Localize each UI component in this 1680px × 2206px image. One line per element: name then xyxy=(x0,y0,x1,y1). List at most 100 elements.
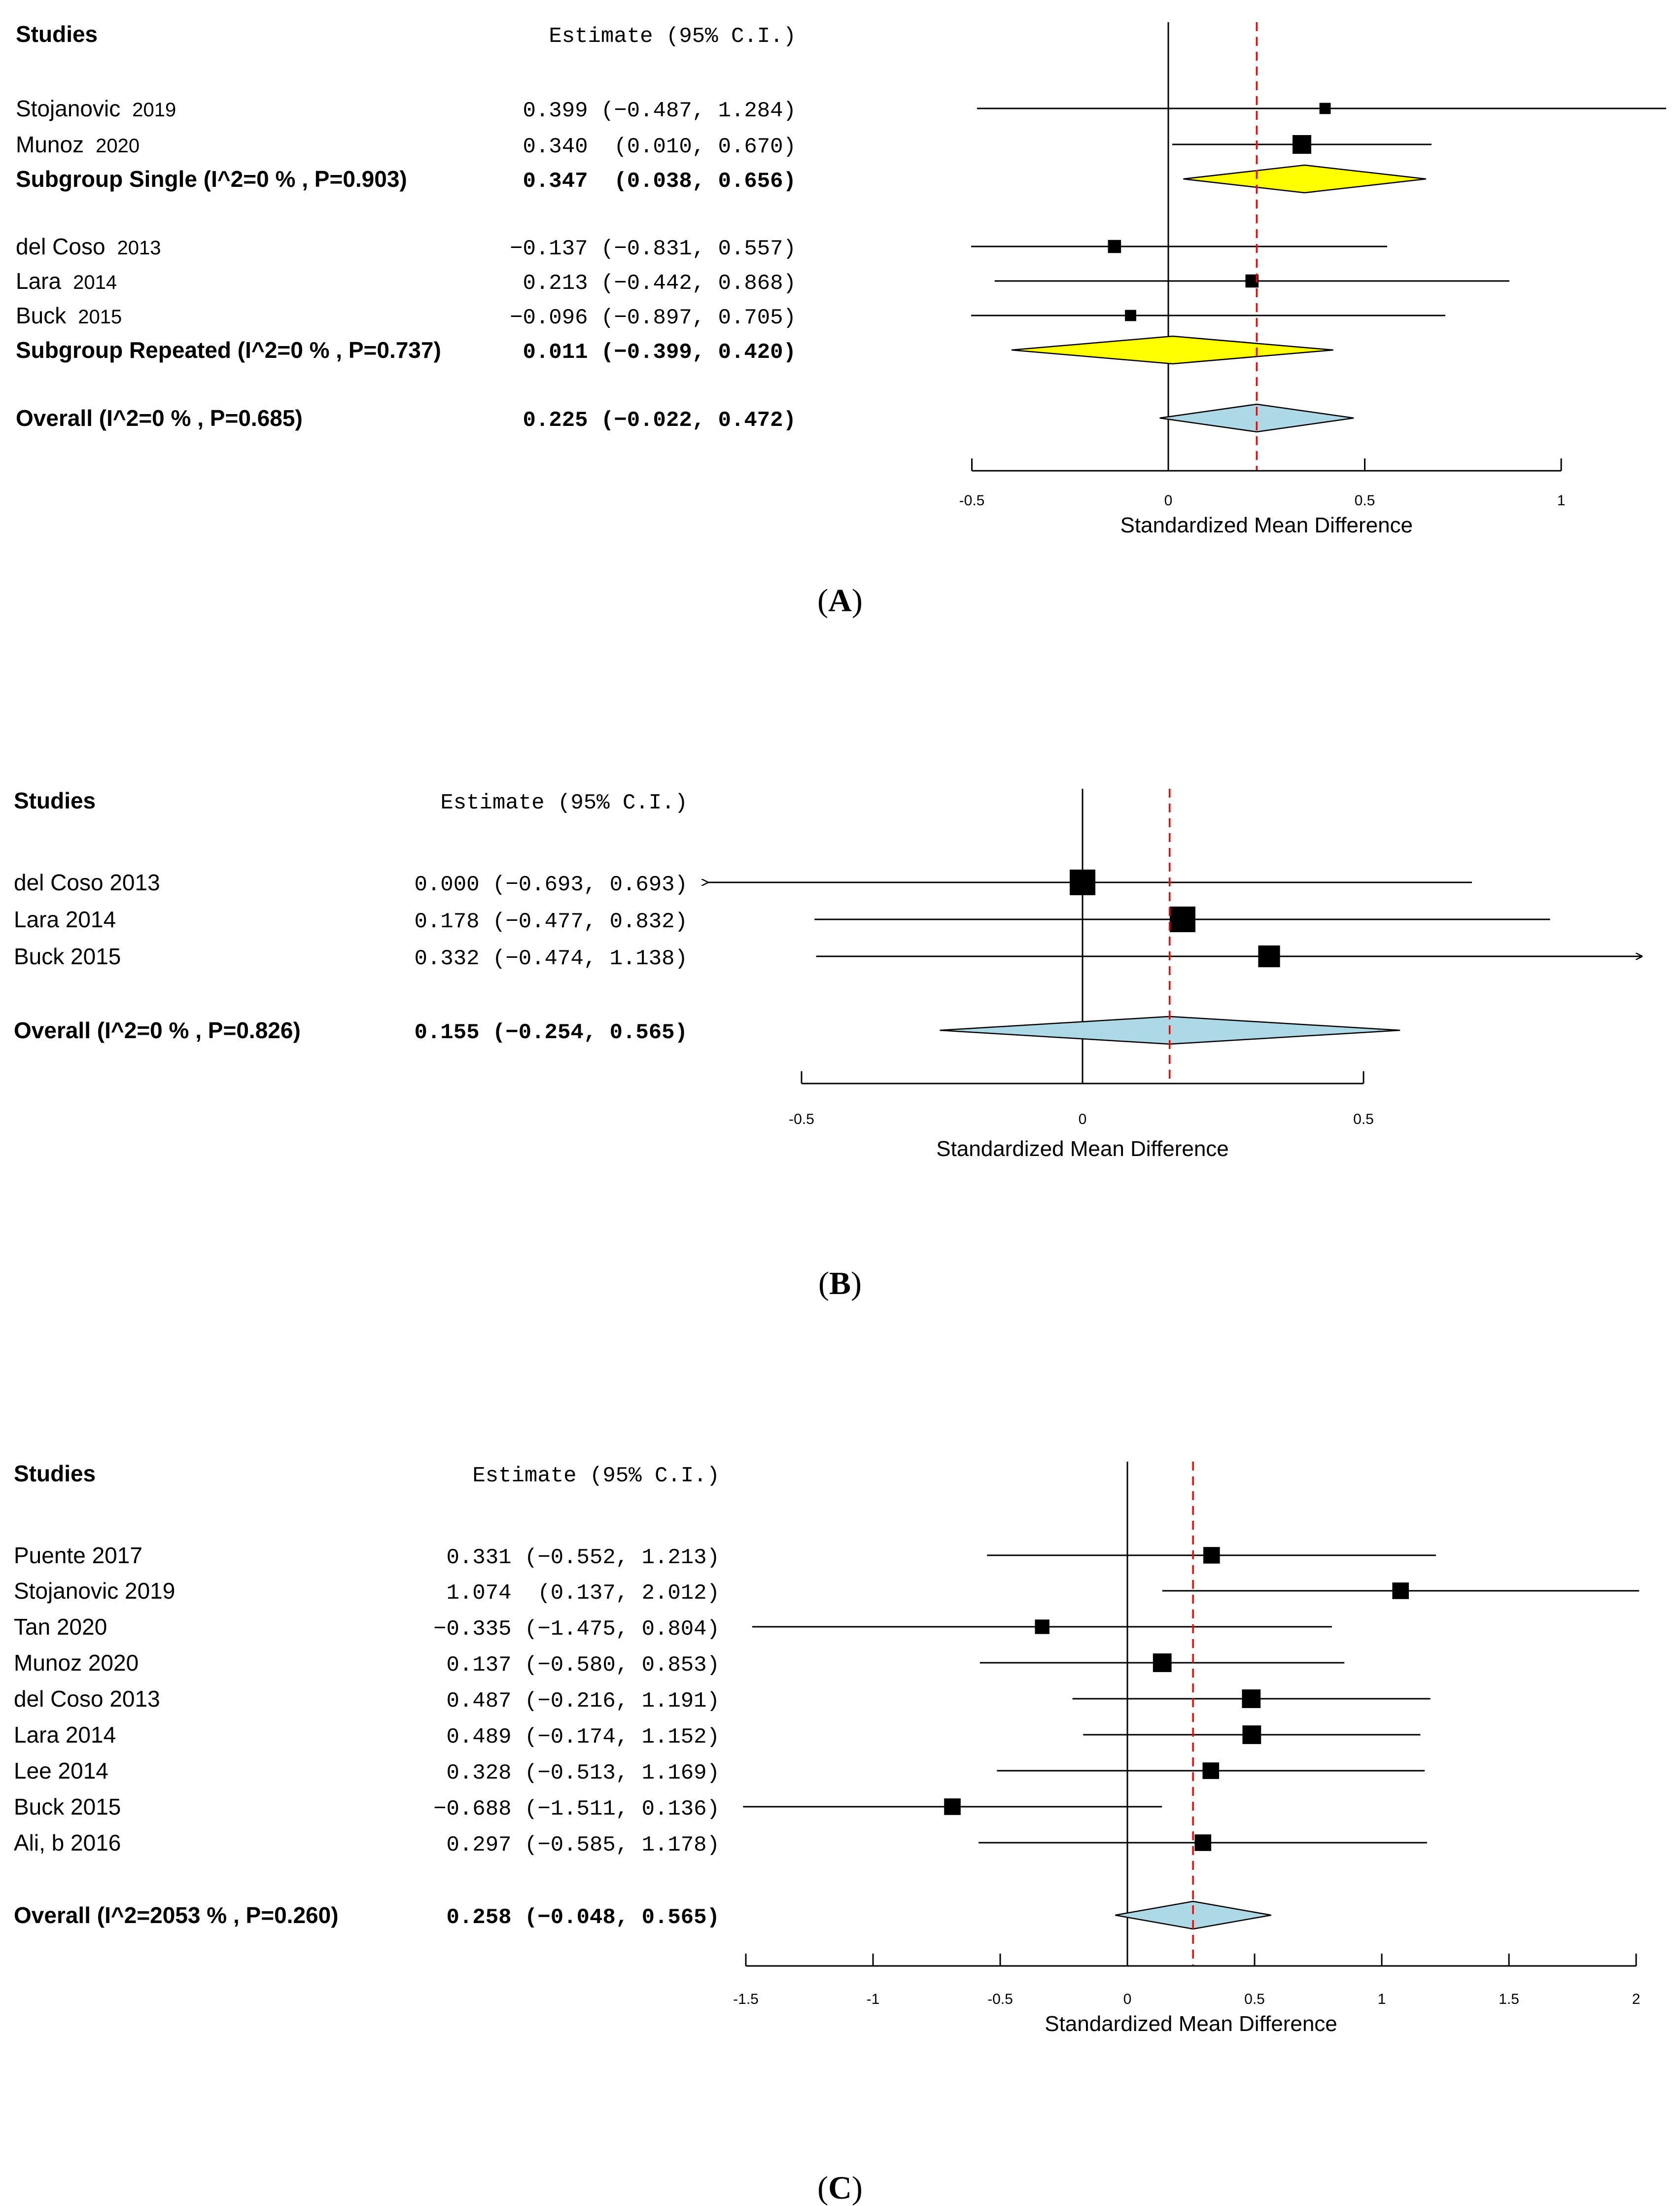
study-estimate: 0.297 (−0.585, 1.178) xyxy=(447,1833,720,1857)
summary-row: Overall (I^2=0 % , P=0.685) 0.225 (−0.022… xyxy=(16,403,1354,433)
summary-name: Overall (I^2=0 % , P=0.826) xyxy=(14,1017,301,1043)
forest-panel-b: Studies Estimate (95% C.I.) del Coso 2013 0… xyxy=(14,788,1642,1301)
summary-name: Subgroup Repeated (I^2=0 % , P=0.737) xyxy=(16,337,441,363)
study-name: Ali, b 2016 xyxy=(14,1830,121,1856)
forest-panel-c: Studies Estimate (95% C.I.) Puente 2017 0.3… xyxy=(14,1461,1640,2206)
summary-row: Overall (I^2=0 % , P=0.826) 0.155 (−0.254… xyxy=(14,1015,1400,1045)
study-estimate: 0.489 (−0.174, 1.152) xyxy=(447,1725,720,1750)
point-estimate-marker xyxy=(1242,1725,1261,1744)
point-estimate-marker xyxy=(1202,1762,1220,1779)
study-row: Munoz 2020 0.137 (−0.580, 0.853) xyxy=(14,1650,1345,1678)
study-name: del Coso 2013 xyxy=(14,870,160,895)
study-name: del Coso 2013 xyxy=(16,234,161,259)
study-row: Lara 2014 0.178 (−0.477, 0.832) xyxy=(14,907,1550,934)
panel-label-part: ) xyxy=(851,1265,862,1301)
x-axis-label: Standardized Mean Difference xyxy=(1045,2012,1337,2036)
study-row: Puente 2017 0.331 (−0.552, 1.213) xyxy=(14,1542,1436,1570)
study-name: Puente 2017 xyxy=(14,1542,142,1568)
panel-label-part: ( xyxy=(817,2170,828,2206)
panel-label-part: ) xyxy=(852,2170,863,2206)
study-estimate: 0.000 (−0.693, 0.693) xyxy=(415,873,688,897)
study-row: Stojanovic 2019 0.399 (−0.487, 1.284) xyxy=(16,96,1666,123)
study-row: Buck 2015 −0.096 (−0.897, 0.705) xyxy=(16,303,1445,330)
study-year: 2015 xyxy=(78,306,122,328)
study-estimate: 0.213 (−0.442, 0.868) xyxy=(523,271,797,296)
study-row: del Coso 2013 0.487 (−0.216, 1.191) xyxy=(14,1686,1431,1714)
point-estimate-marker xyxy=(944,1798,961,1815)
study-name: Stojanovic 2019 xyxy=(16,96,176,121)
study-name: Lara 2014 xyxy=(14,1722,116,1748)
forest-panel-a: Studies Estimate (95% C.I.) Stojanovic 2019… xyxy=(16,21,1666,619)
point-estimate-marker xyxy=(1070,870,1095,895)
study-row: del Coso 2013 −0.137 (−0.831, 0.557) xyxy=(16,234,1387,261)
point-estimate-marker xyxy=(1203,1547,1220,1564)
x-tick-label: -1 xyxy=(867,1991,880,2007)
point-estimate-marker xyxy=(1258,945,1280,968)
study-name: Stojanovic 2019 xyxy=(14,1578,175,1604)
summary-estimate: 0.225 (−0.022, 0.472) xyxy=(523,408,797,433)
summary-name: Overall (I^2=2053 % , P=0.260) xyxy=(14,1902,339,1928)
summary-row: Subgroup Single (I^2=0 % , P=0.903) 0.347… xyxy=(16,164,1426,194)
x-tick-label: 1 xyxy=(1378,1991,1386,2007)
x-tick-label: 0 xyxy=(1079,1111,1087,1127)
x-tick-label: 0 xyxy=(1123,1991,1132,2007)
study-name: Lee 2014 xyxy=(14,1758,108,1784)
study-year: 2014 xyxy=(73,272,117,293)
study-estimate: 0.137 (−0.580, 0.853) xyxy=(447,1653,720,1678)
point-estimate-marker xyxy=(1169,907,1195,932)
study-row: Buck 2015 −0.688 (−1.511, 0.136) xyxy=(14,1794,1162,1821)
summary-diamond xyxy=(1115,1900,1271,1930)
estimate-header: Estimate (95% C.I.) xyxy=(549,24,796,49)
study-estimate: 1.074 (0.137, 2.012) xyxy=(447,1581,720,1606)
studies-header: Studies xyxy=(14,788,96,813)
x-tick-label: 0.5 xyxy=(1244,1991,1265,2007)
panel-label-part: ) xyxy=(852,583,863,619)
x-tick-label: 1.5 xyxy=(1499,1991,1519,2007)
point-estimate-marker xyxy=(1035,1619,1050,1634)
study-estimate: 0.399 (−0.487, 1.284) xyxy=(523,99,797,123)
summary-diamond xyxy=(1159,403,1354,433)
point-estimate-marker xyxy=(1125,310,1136,321)
panel-label: (A) xyxy=(817,583,863,619)
summary-estimate: 0.258 (−0.048, 0.565) xyxy=(447,1905,720,1930)
study-row: Ali, b 2016 0.297 (−0.585, 1.178) xyxy=(14,1830,1427,1857)
point-estimate-marker xyxy=(1319,103,1331,114)
x-tick-label: -0.5 xyxy=(789,1111,814,1127)
study-estimate: 0.340 (0.010, 0.670) xyxy=(523,135,797,159)
point-estimate-marker xyxy=(1392,1582,1409,1599)
summary-row: Overall (I^2=2053 % , P=0.260) 0.258 (−0.… xyxy=(14,1900,1271,1930)
summary-estimate: 0.011 (−0.399, 0.420) xyxy=(523,340,797,365)
study-name: Lara 2014 xyxy=(14,907,116,932)
study-estimate: 0.487 (−0.216, 1.191) xyxy=(447,1689,720,1714)
point-estimate-marker xyxy=(1194,1834,1212,1851)
study-row: Tan 2020 −0.335 (−1.475, 0.804) xyxy=(14,1614,1332,1642)
x-tick-label: 0.5 xyxy=(1353,1111,1374,1127)
studies-header: Studies xyxy=(14,1461,96,1486)
panel-label-part: B xyxy=(829,1265,851,1301)
summary-name: Subgroup Single (I^2=0 % , P=0.903) xyxy=(16,166,407,192)
x-tick-label: -0.5 xyxy=(959,492,985,509)
x-axis-label: Standardized Mean Difference xyxy=(936,1137,1229,1161)
x-tick-label: 2 xyxy=(1632,1991,1641,2007)
point-estimate-marker xyxy=(1108,240,1121,253)
study-row: Buck 2015 0.332 (−0.474, 1.138) xyxy=(14,944,1642,971)
x-tick-label: -1.5 xyxy=(733,1991,759,2007)
study-row: Munoz 2020 0.340 (0.010, 0.670) xyxy=(16,132,1432,159)
study-year: 2020 xyxy=(96,135,140,157)
x-tick-label: 0.5 xyxy=(1355,492,1375,509)
panel-label-part: C xyxy=(828,2170,852,2206)
summary-row: Subgroup Repeated (I^2=0 % , P=0.737) 0.0… xyxy=(16,335,1333,365)
summary-diamond xyxy=(1011,335,1333,365)
summary-estimate: 0.347 (0.038, 0.656) xyxy=(523,169,797,194)
study-row: Lara 2014 0.213 (−0.442, 0.868) xyxy=(16,268,1509,296)
study-estimate: −0.096 (−0.897, 0.705) xyxy=(510,306,796,330)
study-row: Lee 2014 0.328 (−0.513, 1.169) xyxy=(14,1758,1425,1786)
summary-diamond xyxy=(1183,164,1426,194)
study-name: Munoz 2020 xyxy=(14,1650,139,1676)
x-tick-label: 1 xyxy=(1557,492,1566,509)
study-name: Munoz 2020 xyxy=(16,132,140,157)
x-tick-label: -0.5 xyxy=(987,1991,1013,2007)
study-year: 2019 xyxy=(132,99,176,121)
study-estimate: 0.328 (−0.513, 1.169) xyxy=(447,1761,720,1786)
x-axis-label: Standardized Mean Difference xyxy=(1120,513,1413,537)
